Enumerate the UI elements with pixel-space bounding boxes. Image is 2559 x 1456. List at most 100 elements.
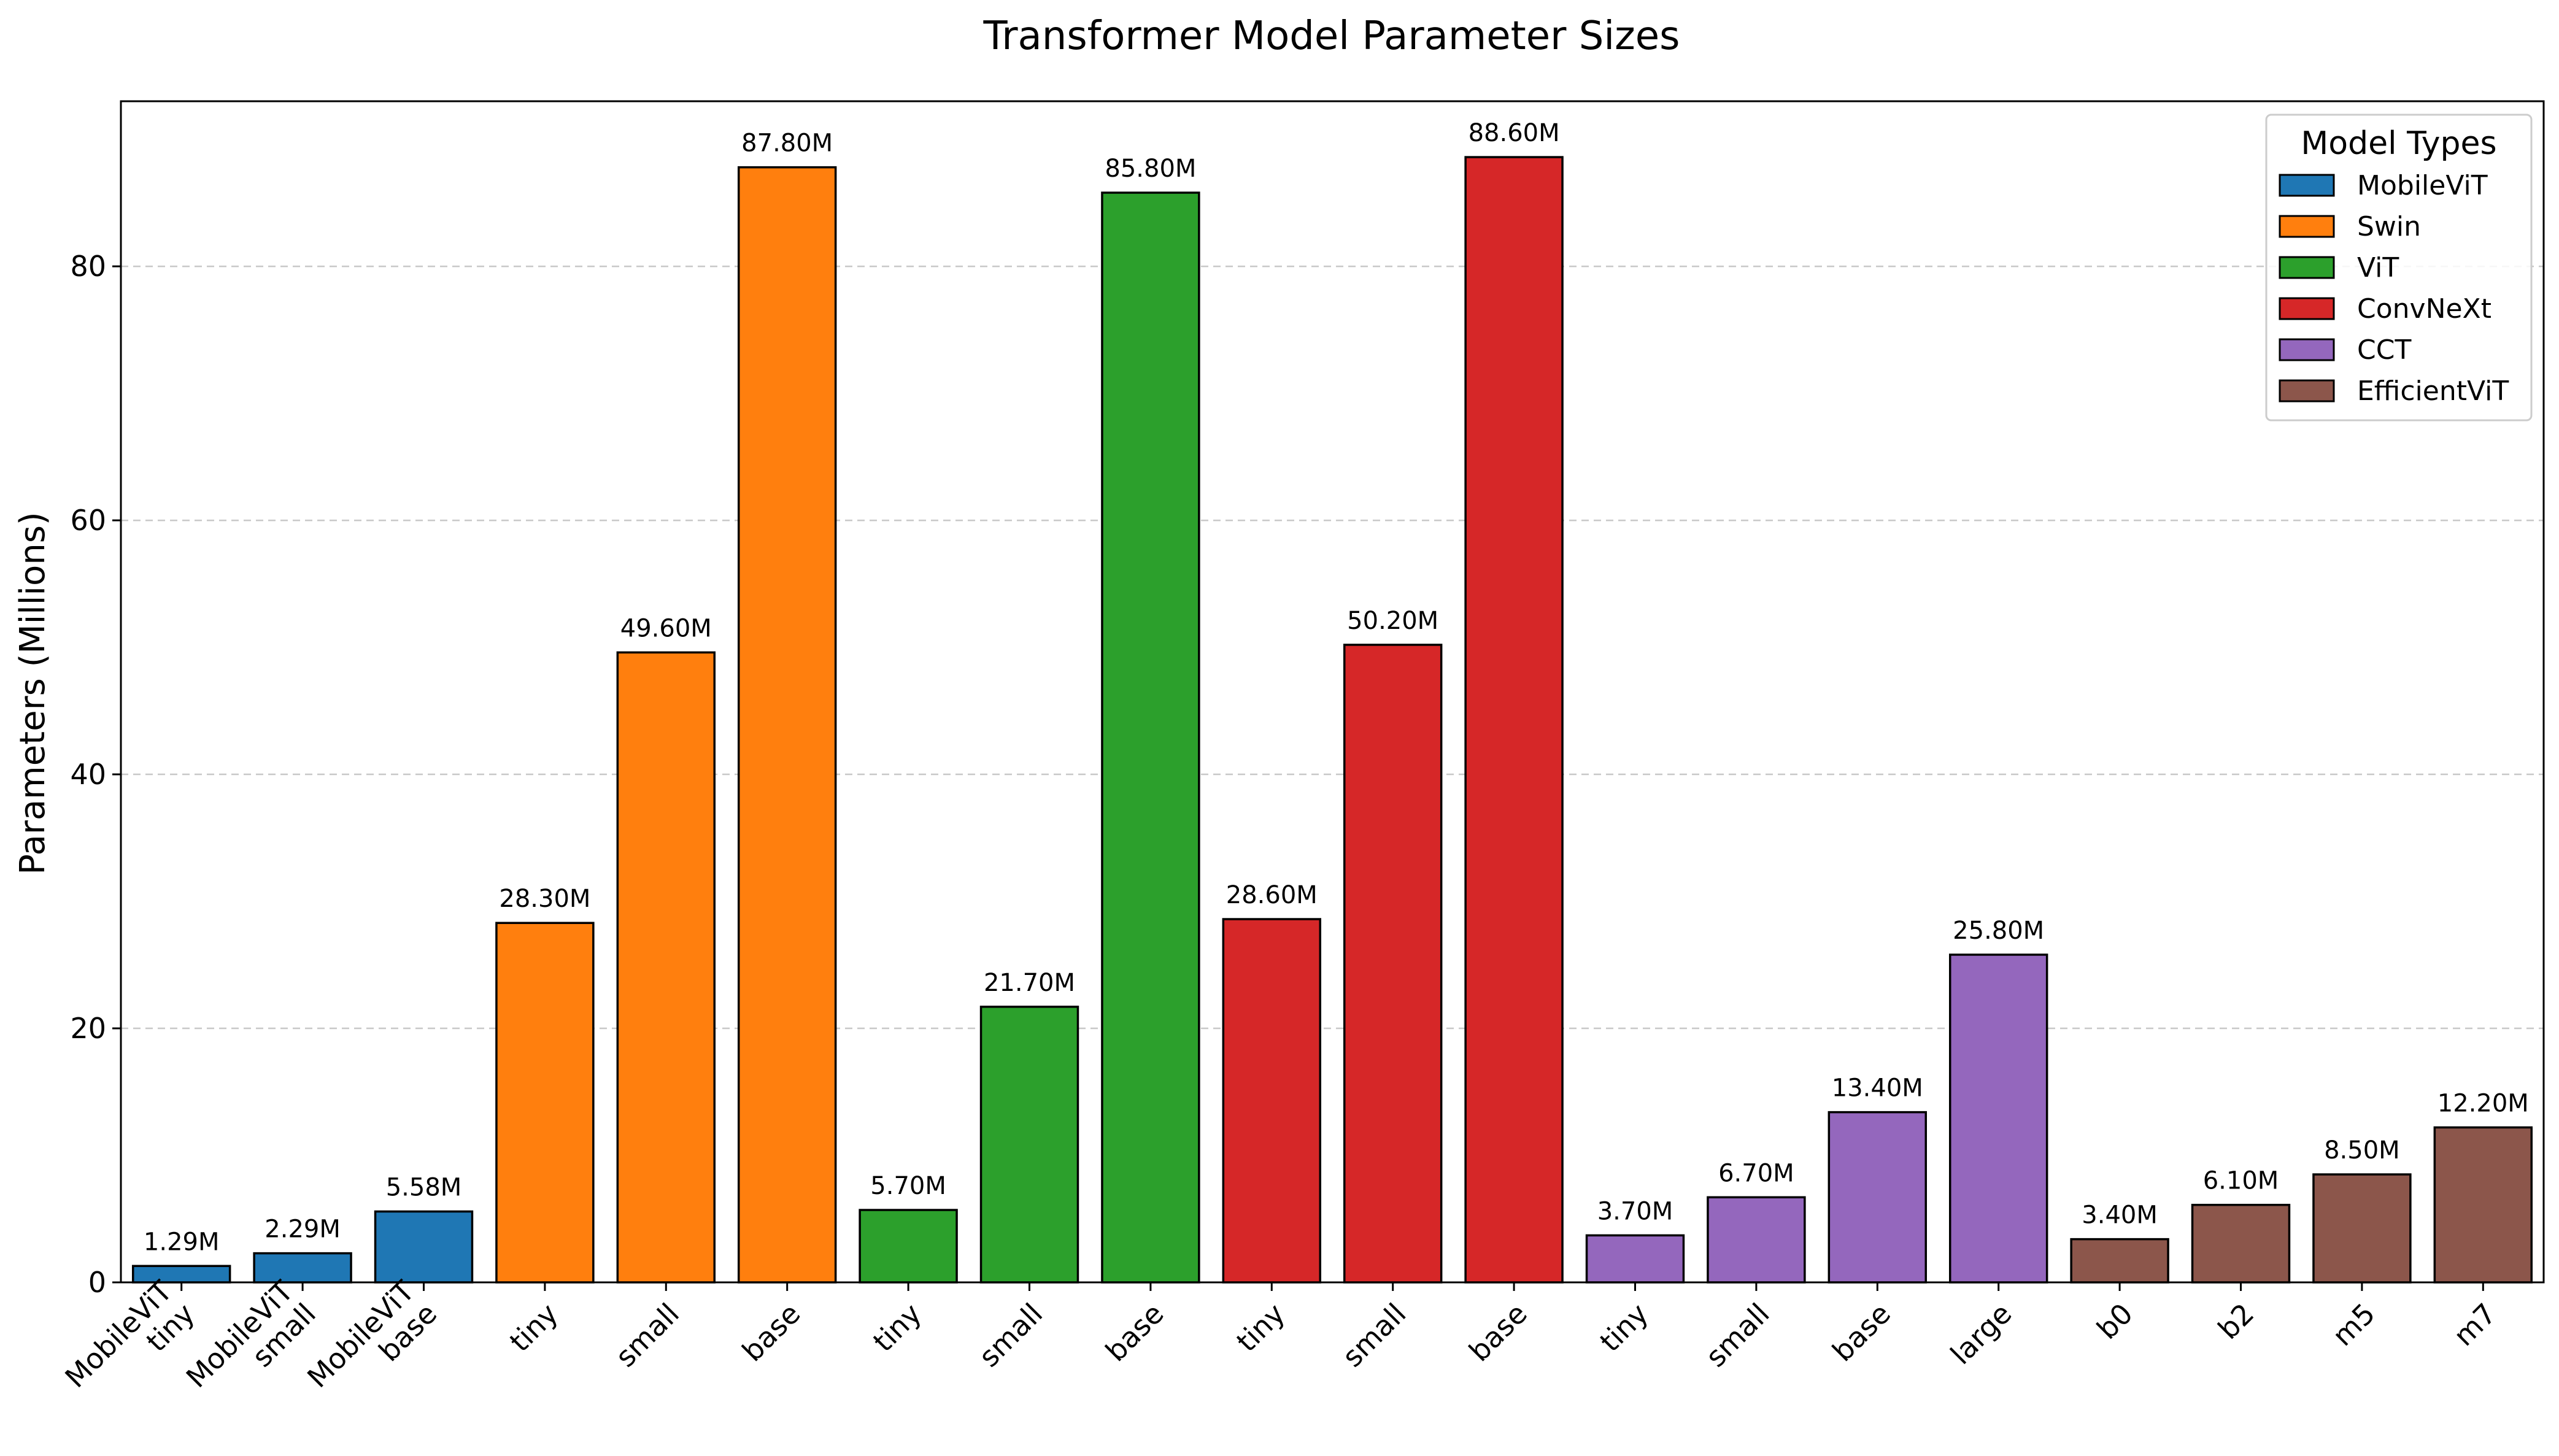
bar-value-label: 5.70M	[870, 1172, 946, 1200]
x-tick-label: base	[1462, 1297, 1534, 1368]
bar-value-label: 2.29M	[264, 1215, 341, 1244]
bar-value-label: 13.40M	[1832, 1074, 1923, 1103]
x-tick-label-line: small	[609, 1297, 685, 1374]
bar-value-label: 1.29M	[144, 1228, 220, 1256]
bar-value-label: 6.70M	[1718, 1159, 1794, 1187]
x-tick-label-line: tiny	[1593, 1297, 1654, 1358]
x-tick-label: tiny	[1230, 1297, 1291, 1358]
legend-swatch	[2279, 174, 2335, 197]
x-tick-label-line: base	[1462, 1297, 1534, 1368]
x-tick-label: large	[1944, 1297, 2018, 1371]
bar-value-label: 8.50M	[2324, 1136, 2400, 1165]
x-tick-label-line: tiny	[503, 1297, 565, 1358]
plot-area-frame	[120, 100, 2545, 1284]
y-tick-label: 60	[70, 504, 106, 537]
bar	[1828, 1111, 1928, 1284]
legend-swatch	[2279, 379, 2335, 403]
x-tick-label: small	[1336, 1297, 1413, 1374]
bar	[2191, 1203, 2291, 1284]
bar-value-label: 49.60M	[620, 614, 712, 642]
x-tick-label: base	[1826, 1297, 1897, 1368]
bar	[1707, 1196, 1806, 1284]
bar-value-label: 3.40M	[2082, 1201, 2158, 1230]
legend: Model Types MobileViT Swin ViT ConvNeXt CCT E…	[2265, 114, 2533, 422]
x-tick-label: small	[972, 1297, 1049, 1374]
bar-value-label: 5.58M	[386, 1174, 462, 1202]
bar	[1222, 918, 1322, 1284]
bar-value-label: 21.70M	[984, 969, 1075, 997]
bar	[616, 651, 716, 1284]
bar	[2433, 1126, 2533, 1284]
bar	[495, 922, 595, 1284]
x-tick-label-line: m7	[2447, 1297, 2503, 1353]
bar-value-label: 28.30M	[499, 885, 590, 913]
bar	[2070, 1238, 2169, 1284]
legend-swatch	[2279, 297, 2335, 320]
bar	[1101, 191, 1200, 1284]
x-tick-label: small	[609, 1297, 685, 1374]
x-tick-label-line: b2	[2212, 1297, 2261, 1346]
x-tick-label-line: base	[1826, 1297, 1897, 1368]
legend-entries: MobileViT Swin ViT ConvNeXt CCT EfficientViT	[2279, 170, 2509, 407]
bar-value-label: 87.80M	[741, 129, 833, 158]
x-tick-label: b2	[2212, 1297, 2261, 1346]
legend-label: ViT	[2357, 252, 2399, 283]
bar	[859, 1209, 958, 1284]
x-tick-label: m7	[2447, 1297, 2503, 1353]
legend-label: Swin	[2357, 211, 2421, 242]
chart-title: Transformer Model Parameter Sizes	[983, 13, 1680, 59]
legend-swatch	[2279, 338, 2335, 361]
y-axis-label: Parameters (Millions)	[13, 512, 53, 875]
x-tick-label-line: small	[1699, 1297, 1776, 1374]
legend-title: Model Types	[2301, 125, 2496, 162]
bar	[131, 1265, 231, 1284]
bars	[131, 156, 2533, 1284]
bar-value-label: 3.70M	[1597, 1197, 1673, 1225]
bar-value-label: 12.20M	[2437, 1089, 2529, 1117]
bar	[1585, 1234, 1685, 1284]
legend-label: ConvNeXt	[2357, 293, 2491, 325]
bar	[2312, 1173, 2412, 1284]
x-axis-ticks: MobileViTtinyMobileViTsmallMobileViTbase…	[58, 1274, 2503, 1394]
x-tick-label: m5	[2326, 1297, 2382, 1353]
y-tick-label: 80	[70, 250, 106, 283]
bar	[1948, 953, 2048, 1284]
bar	[253, 1252, 352, 1284]
data-labels: 1.29M 2.29M 5.58M 28.30M 49.60M 87.80M 5.70M 21…	[144, 119, 2529, 1256]
x-tick-label-line: base	[736, 1297, 807, 1368]
x-tick-label-line: small	[972, 1297, 1049, 1374]
y-axis-ticks: 0 20 40 60 80	[70, 250, 121, 1299]
x-tick-label-line: tiny	[1230, 1297, 1291, 1358]
x-tick-label: b0	[2090, 1297, 2139, 1346]
legend-swatch	[2279, 256, 2335, 279]
x-tick-label-line: small	[1336, 1297, 1413, 1374]
x-tick-label-line: base	[1099, 1297, 1170, 1368]
legend-label: MobileViT	[2357, 170, 2488, 201]
x-tick-label: tiny	[867, 1297, 928, 1358]
bar	[737, 166, 837, 1284]
legend-swatch	[2279, 215, 2335, 238]
bar-value-label: 6.10M	[2203, 1167, 2279, 1195]
x-tick-label-line: b0	[2090, 1297, 2139, 1346]
y-tick-label: 40	[70, 758, 106, 791]
x-tick-label: tiny	[1593, 1297, 1654, 1358]
x-tick-label: base	[736, 1297, 807, 1368]
x-tick-label: small	[1699, 1297, 1776, 1374]
bar-value-label: 88.60M	[1469, 119, 1560, 147]
bar-value-label: 28.60M	[1226, 881, 1318, 909]
bar	[1343, 644, 1443, 1284]
legend-label: EfficientViT	[2357, 376, 2509, 407]
bar-value-label: 50.20M	[1347, 607, 1438, 635]
x-tick-label-line: large	[1944, 1297, 2018, 1371]
bar	[979, 1006, 1079, 1284]
x-tick-label: tiny	[503, 1297, 565, 1358]
y-tick-label: 0	[88, 1266, 106, 1299]
bar	[1464, 156, 1564, 1284]
x-tick-label-line: m5	[2326, 1297, 2382, 1353]
bar-value-label: 25.80M	[1953, 917, 2044, 945]
x-tick-label: base	[1099, 1297, 1170, 1368]
legend-label: CCT	[2357, 334, 2411, 366]
